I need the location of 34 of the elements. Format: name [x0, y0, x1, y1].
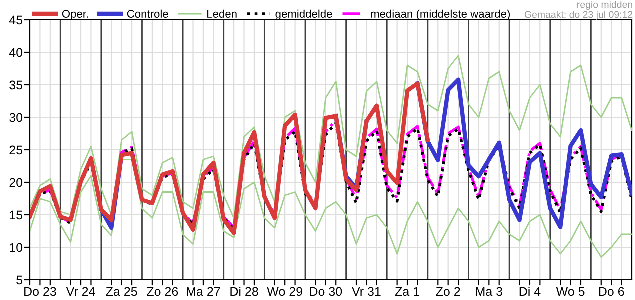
y-tick-label: 10: [10, 243, 23, 252]
y-tick-label: 35: [10, 80, 23, 90]
x-tick-label: Di 4: [520, 286, 541, 296]
legend-label: Leden: [208, 10, 237, 18]
x-tick-label: Ma 27: [187, 287, 220, 296]
y-tick-label: 25: [10, 146, 23, 155]
x-tick-label: Di 28: [230, 286, 258, 296]
x-tick-label: Wo 5: [556, 287, 585, 296]
x-tick-label: Do 30: [310, 287, 342, 296]
y-tick-label: 20: [10, 178, 23, 188]
y-tick-label: 5: [16, 276, 23, 285]
x-tick-label: Do 6: [599, 287, 624, 296]
x-tick-label: Do 23: [24, 287, 56, 296]
y-tick-label: 30: [10, 113, 23, 122]
text: regio midden: [578, 1, 632, 10]
line-series: [30, 82, 430, 236]
legend-label: Oper.: [62, 10, 88, 20]
line-series: [30, 159, 632, 258]
x-tick-label: Wo 29: [267, 287, 302, 296]
x-tick-label: Vr 31: [352, 287, 381, 296]
legend-label: Controle: [127, 10, 168, 18]
legend-label: mediaan (middelste waarde): [371, 10, 510, 20]
annotation: Gemaakt: do 23 jul 09:12: [524, 11, 633, 20]
y-tick-label: 40: [9, 48, 23, 58]
legend-label: gemiddelde: [276, 10, 332, 20]
x-tick-label: Zo 2: [436, 287, 460, 296]
x-tick-label: Za 25: [106, 287, 138, 296]
x-tick-label: Za 1: [395, 287, 420, 296]
y-tick-label: 45: [9, 16, 23, 25]
x-tick-label: Ma 3: [476, 287, 502, 296]
x-tick-label: Vr 24: [66, 287, 96, 296]
line-series: [30, 55, 632, 219]
y-tick-label: 15: [10, 210, 23, 220]
x-tick-label: Zo 26: [147, 287, 178, 296]
